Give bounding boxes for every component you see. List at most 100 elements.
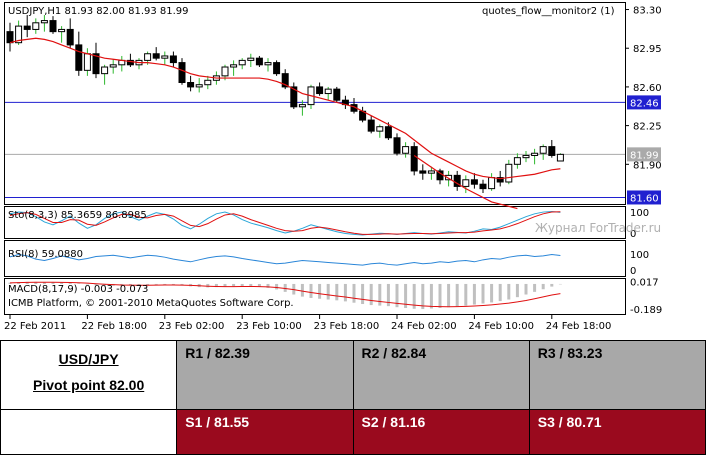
h-line-tag	[627, 190, 661, 205]
candle-body	[470, 179, 478, 185]
candle-body	[513, 157, 521, 165]
candle-body	[6, 31, 14, 44]
candle-body	[23, 25, 31, 30]
candle-body	[453, 174, 461, 187]
r2-cell: R2 / 82.84	[352, 340, 530, 410]
candle-body	[393, 137, 401, 154]
candle-body	[101, 66, 109, 75]
support-row: S1 / 81.55 S2 / 81.16 S3 / 80.71	[0, 409, 706, 455]
candle-body	[92, 53, 100, 75]
sto-tick-label: 100	[630, 208, 649, 219]
h-line-tag	[627, 147, 661, 162]
candle-body	[522, 154, 530, 159]
macd-signal-line	[9, 281, 561, 308]
candle-body	[75, 44, 83, 71]
ma-line	[9, 37, 561, 180]
candle-body	[333, 88, 341, 101]
candle-body	[204, 79, 212, 86]
macd-label: MACD(8,17,9) -0.003 -0.073	[8, 284, 148, 295]
rsi-panel-frame	[4, 240, 626, 277]
candle-body	[32, 22, 40, 30]
candle-body	[144, 53, 152, 61]
candle-body	[66, 28, 74, 46]
candle-body	[556, 153, 564, 162]
rsi-tick-label: 100	[630, 250, 649, 261]
h-line-tag-label: 82.46	[630, 98, 659, 109]
candle-body	[367, 119, 375, 132]
macd-panel-frame	[4, 278, 626, 315]
candle-body	[221, 66, 229, 77]
h-line-tag-label: 81.99	[630, 150, 659, 161]
time-tick-label: 22 Feb 18:00	[81, 321, 147, 332]
sto-panel-frame	[4, 206, 626, 239]
candle-body	[419, 170, 427, 174]
candle-body	[445, 174, 453, 181]
price-tick-label: 82.95	[633, 44, 662, 55]
pivot-table: USD/JPY Pivot point 82.00 R1 / 82.39 R2 …	[0, 340, 706, 455]
rsi-tick-label: 0	[630, 266, 636, 277]
candle-body	[410, 146, 418, 172]
time-tick-label: 24 Feb 02:00	[391, 321, 457, 332]
sto-label: Sto(8,3,3) 85.3659 86.8985	[8, 210, 147, 221]
sto-signal-line	[9, 211, 561, 235]
candle-body	[264, 62, 272, 66]
macd-layer	[8, 281, 562, 310]
watermark: Журнал ForTrader.ru	[535, 221, 661, 235]
candle-body	[316, 86, 324, 95]
candle-body	[58, 28, 66, 33]
candle-body	[290, 86, 298, 108]
candle-body	[548, 146, 556, 156]
rsi-layer	[9, 254, 561, 266]
macd-credit: ICMB Platform, © 2001-2010 MetaQuotes So…	[8, 298, 294, 309]
s3-cell: S3 / 80.71	[528, 409, 706, 455]
candle-body	[109, 64, 117, 68]
r3-cell: R3 / 83.23	[528, 340, 706, 410]
candle-body	[169, 55, 177, 64]
candle-body	[505, 163, 513, 183]
candle-body	[531, 152, 539, 156]
price-tick-label: 82.60	[633, 83, 662, 94]
candle-body	[161, 55, 169, 59]
h-line-tag	[627, 95, 661, 110]
price-tick-label: 81.90	[633, 160, 662, 171]
sto-layer	[9, 210, 561, 236]
candle-body	[281, 73, 289, 88]
main-layer	[5, 15, 625, 210]
axis-layer: 82.46 81.60 81.99 83.30 82.95 82.60 82.25 81.90…	[4, 6, 662, 332]
candle-body	[402, 146, 410, 154]
candle-body	[324, 88, 332, 95]
candle-body	[187, 81, 195, 88]
candle-body	[40, 20, 48, 24]
candle-body	[462, 179, 470, 187]
candle-body	[83, 53, 91, 71]
candle-body	[376, 126, 384, 132]
candle-body	[15, 25, 23, 44]
price-tick-label: 83.30	[633, 6, 662, 17]
candle-body	[238, 59, 246, 66]
symbol-label: USD/JPY	[58, 351, 119, 367]
s1-cell: S1 / 81.55	[176, 409, 354, 455]
chart-title: USDJPY,H1 81.93 82.00 81.93 81.99	[8, 6, 189, 17]
candle-body	[384, 126, 392, 139]
candle-body	[195, 84, 203, 88]
candle-body	[427, 170, 435, 174]
candle-body	[230, 64, 238, 68]
r1-cell: R1 / 82.39	[176, 340, 354, 410]
time-tick-label: 23 Feb 02:00	[159, 321, 225, 332]
candle-body	[152, 53, 160, 59]
candle-body	[255, 57, 263, 66]
time-tick-label: 24 Feb 10:00	[468, 321, 534, 332]
candle-body	[539, 146, 547, 154]
time-tick-label: 24 Feb 18:00	[546, 321, 612, 332]
candle-body	[49, 20, 57, 33]
macd-tick-label: -0.189	[630, 305, 662, 316]
indicator-label: quotes_flow__monitor2 (1)	[482, 6, 615, 17]
chart-area: 82.46 81.60 81.99 83.30 82.95 82.60 82.25 81.90…	[4, 2, 662, 332]
candle-body	[496, 177, 504, 183]
candle-body	[298, 104, 306, 108]
pivot-label: Pivot point 82.00	[33, 377, 145, 393]
candle-body	[479, 183, 487, 190]
ma-tail-line	[413, 154, 518, 210]
chart-svg: 82.46 81.60 81.99 83.30 82.95 82.60 82.25 81.90…	[4, 2, 662, 332]
empty-cell	[0, 409, 178, 455]
